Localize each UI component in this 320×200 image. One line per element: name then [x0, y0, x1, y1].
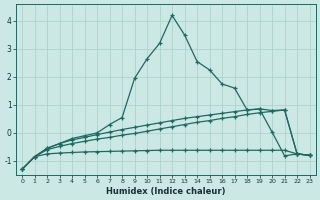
X-axis label: Humidex (Indice chaleur): Humidex (Indice chaleur): [106, 187, 226, 196]
